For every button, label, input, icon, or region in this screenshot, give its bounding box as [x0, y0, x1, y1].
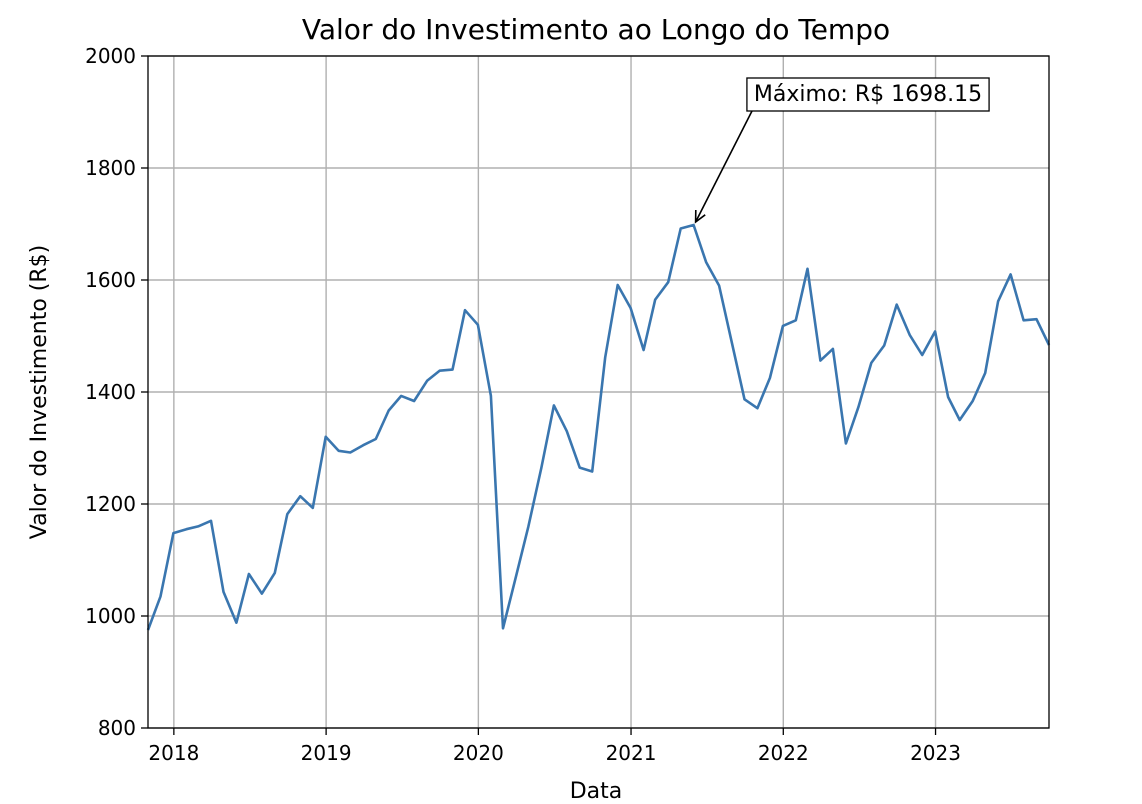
y-tick-label: 1800 [85, 156, 136, 180]
x-tick-label: 2018 [148, 741, 199, 765]
grid [148, 55, 1049, 729]
series-line [146, 223, 1051, 631]
x-tick-label: 2022 [758, 741, 809, 765]
x-tick-label: 2019 [301, 741, 352, 765]
x-tick-label: 2021 [606, 741, 657, 765]
y-axis-ticks: 800 1000 1200 1400 1600 1800 2000 [85, 44, 148, 740]
annotation-arrow-head [694, 209, 706, 224]
x-tick-label: 2020 [453, 741, 504, 765]
x-axis-label: Data [570, 779, 623, 804]
annotation-box [746, 77, 990, 112]
annotation-text: Máximo: R$ 1698.15 [754, 82, 982, 107]
chart-title: Valor do Investimento ao Longo do Tempo [302, 13, 890, 46]
y-tick-label: 1600 [85, 268, 136, 292]
annotation-arrow-line [694, 110, 753, 223]
y-axis-label: Valor do Investimento (R$) [27, 245, 52, 539]
plot-frame [147, 55, 1050, 729]
x-axis-ticks: 2018 2019 2020 2021 2022 2023 [148, 728, 961, 765]
y-tick-label: 2000 [85, 44, 136, 68]
y-tick-label: 800 [98, 716, 136, 740]
x-tick-label: 2023 [910, 741, 961, 765]
max-annotation: Máximo: R$ 1698.15 [694, 77, 990, 224]
y-tick-label: 1200 [85, 492, 136, 516]
y-tick-label: 1000 [85, 604, 136, 628]
y-tick-label: 1400 [85, 380, 136, 404]
